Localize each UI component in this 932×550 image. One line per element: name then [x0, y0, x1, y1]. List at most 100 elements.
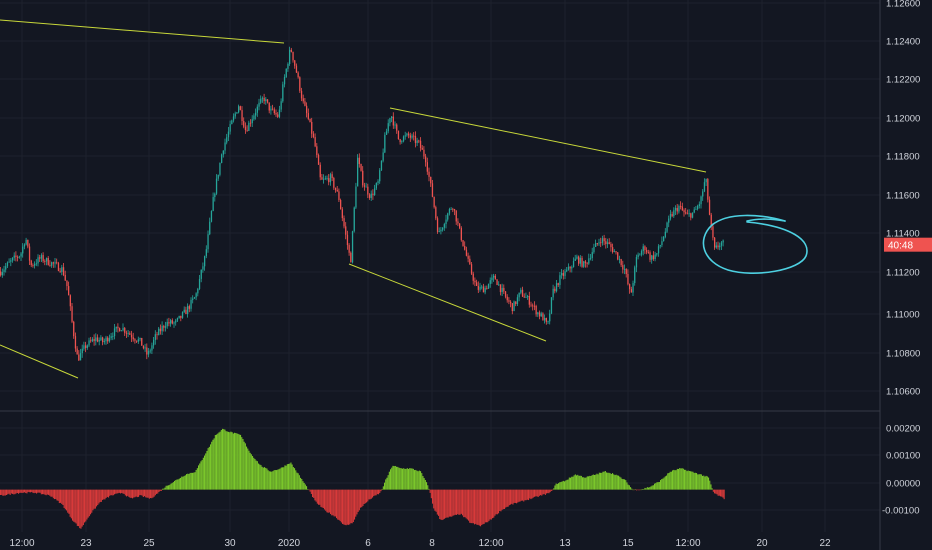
histogram-bar-positive	[228, 431, 230, 490]
histogram-bar-positive	[621, 478, 623, 490]
histogram-bar-negative	[369, 489, 371, 500]
histogram-bar-positive	[711, 488, 713, 490]
candle-body	[154, 334, 156, 340]
histogram-bar-negative	[142, 489, 144, 498]
histogram-bar-negative	[720, 489, 722, 497]
histogram-bar-negative	[502, 489, 504, 510]
histogram-bar-negative	[25, 489, 27, 494]
histogram-bar-negative	[148, 489, 150, 499]
time-tick-label: 15	[622, 538, 634, 549]
histogram-bar-negative	[367, 489, 369, 502]
histogram-bar-positive	[200, 461, 202, 490]
candle-body	[171, 320, 173, 324]
candle-body	[598, 242, 600, 244]
candle-body	[511, 303, 513, 312]
candle-body	[498, 284, 500, 286]
candle-body	[83, 345, 85, 349]
histogram-bar-negative	[316, 489, 318, 504]
histogram-bar-positive	[702, 475, 704, 490]
price-scale[interactable]: 1.12600 1.12400 1.12200 1.12000 1.11800 1.116…	[886, 0, 920, 398]
histogram-bar-negative	[494, 489, 496, 516]
histogram-bar-negative	[82, 489, 84, 526]
candle-body	[443, 224, 445, 228]
histogram-bar-negative	[18, 489, 20, 494]
candle-body	[448, 209, 451, 214]
candle-body	[402, 136, 405, 142]
histogram-bar-positive	[403, 468, 405, 490]
trendline-wedge-bottom[interactable]	[348, 263, 547, 342]
candle-body	[158, 328, 160, 336]
trendline-top-left[interactable]	[0, 19, 285, 44]
histogram-bar-negative	[27, 489, 29, 492]
candle-body	[385, 131, 388, 135]
histogram-bar-negative	[506, 489, 508, 507]
histogram-bar-negative	[356, 489, 358, 515]
candle-body	[125, 332, 128, 334]
histogram-bar-positive	[255, 460, 257, 490]
histogram-bar-positive	[163, 488, 165, 490]
histogram-bar-positive	[207, 448, 209, 490]
trendline-bottom-left[interactable]	[0, 344, 79, 379]
candle-body	[377, 181, 379, 184]
candle-body	[130, 334, 133, 338]
time-tick-label: 25	[143, 538, 155, 549]
candle-body	[323, 178, 325, 180]
candle-body	[3, 269, 5, 273]
candle-body	[453, 209, 456, 211]
histogram-bar-positive	[230, 431, 232, 490]
trendline-wedge-top[interactable]	[389, 107, 707, 173]
histogram-bar-positive	[256, 461, 258, 490]
histogram-bar-positive	[175, 480, 177, 490]
histogram-bar-negative	[547, 489, 549, 494]
histogram-bar-positive	[206, 450, 208, 490]
histogram-bar-negative	[45, 489, 47, 496]
candle-body	[207, 234, 209, 250]
time-scale[interactable]: 12:00 23 25 30 2020 6 8 12:00 13 15 12:00 20 22	[9, 538, 831, 549]
histogram-bar-positive	[252, 456, 254, 490]
candle-body	[328, 178, 330, 183]
candle-body	[238, 106, 240, 113]
histogram-bar-negative	[457, 489, 459, 515]
histogram-bar-positive	[685, 469, 687, 490]
histogram-bar-negative	[490, 489, 492, 520]
histogram-bar-positive	[688, 470, 690, 490]
histogram-bar-negative	[355, 489, 357, 517]
grid-lines	[0, 0, 880, 532]
histogram-bar-negative	[121, 489, 123, 493]
histogram-bar-positive	[645, 488, 647, 490]
candle-body	[227, 131, 230, 138]
histogram-bar-positive	[571, 476, 573, 490]
histogram-bar-positive	[673, 469, 675, 490]
histogram-bar-positive	[650, 486, 652, 490]
candle-body	[153, 339, 155, 346]
histogram-bar-positive	[614, 475, 616, 490]
histogram-bar-negative	[49, 489, 51, 496]
circle-annotation-stroke[interactable]	[702, 214, 808, 274]
price-tag-label: 40:48	[888, 241, 913, 252]
candle-body	[564, 271, 566, 276]
histogram-bar-positive	[202, 457, 204, 490]
candle-body	[416, 140, 418, 143]
histogram-bar-negative	[313, 489, 315, 498]
hand-drawn-circle-annotation[interactable]	[702, 214, 808, 274]
histogram-bar-negative	[141, 489, 143, 496]
candle-body	[81, 348, 83, 354]
candle-body	[110, 336, 112, 339]
histogram-bar-positive	[204, 455, 206, 490]
histogram-bar-positive	[619, 476, 621, 490]
annotation-tick-stroke[interactable]	[746, 218, 786, 222]
candle-body	[600, 242, 602, 244]
histogram-bar-positive	[165, 485, 167, 490]
histogram-bar-negative	[3, 489, 5, 496]
histogram-bar-positive	[697, 474, 699, 490]
candle-body	[350, 252, 352, 263]
trendlines[interactable]	[0, 19, 707, 379]
histogram-bar-positive	[607, 472, 609, 490]
candle-body	[141, 337, 143, 346]
candle-body	[268, 102, 270, 111]
indicator-scale[interactable]: 0.00200 0.00100 0.00000 -0.00100	[882, 424, 920, 517]
histogram-bar-positive	[603, 471, 605, 490]
